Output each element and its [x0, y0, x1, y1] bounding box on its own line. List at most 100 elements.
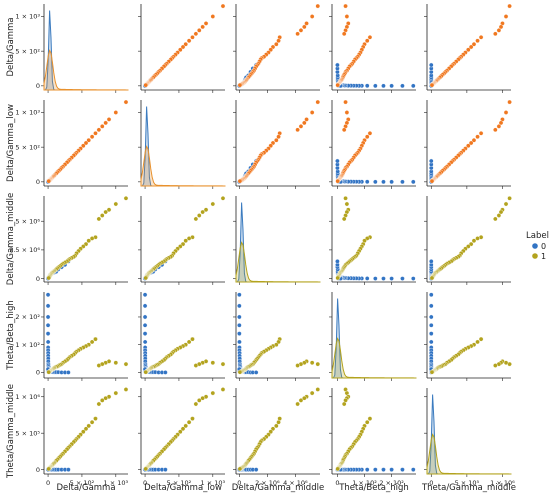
point-series-0 [364, 83, 370, 89]
point-series-1 [143, 369, 149, 375]
point-series-1 [96, 363, 102, 368]
panel-4-1: 0 5 × 10² 1 × 10³ [138, 387, 225, 487]
point-series-1 [364, 38, 370, 44]
panel-2-0: 0 2.5 × 10⁶ 5 × 10⁶ [9, 195, 129, 285]
kde-curve-0 [331, 298, 416, 379]
panel-0-0: 0 5 × 10² 1 × 10³ [15, 4, 129, 93]
panel-1-2 [233, 99, 321, 189]
point-series-1 [89, 339, 95, 345]
point-series-0 [428, 331, 434, 336]
y-tick-label: 5 × 10⁶ [15, 217, 40, 225]
point-series-0 [410, 467, 416, 472]
point-series-1 [93, 336, 98, 342]
point-series-1 [507, 195, 512, 201]
point-series-0 [237, 292, 242, 298]
point-series-1 [86, 238, 92, 244]
point-series-1 [190, 416, 195, 421]
panel-4-2: 0 2 × 10⁶ 4 × 10⁶ [233, 387, 321, 487]
point-series-0 [389, 467, 394, 472]
point-series-1 [103, 209, 108, 215]
y-tick-label: 0 [36, 178, 40, 186]
point-series-0 [410, 276, 416, 281]
x-tick-label: 2 × 10² [379, 479, 404, 487]
point-series-1 [186, 38, 192, 44]
panel-2-2 [233, 196, 321, 285]
point-series-1 [309, 14, 315, 19]
point-series-1 [503, 110, 509, 115]
point-series-0 [381, 179, 386, 185]
point-series-1 [210, 14, 216, 19]
point-series-1 [295, 363, 300, 368]
x-tick-label: 5 × 10² [167, 479, 192, 487]
point-series-1 [113, 360, 119, 366]
kde-curve-1 [331, 337, 417, 379]
legend-marker-0 [532, 243, 538, 249]
point-series-1 [493, 216, 498, 222]
point-series-1 [220, 361, 226, 367]
point-series-1 [183, 41, 189, 47]
point-series-1 [475, 38, 480, 44]
point-series-0 [400, 467, 405, 472]
point-series-1 [344, 14, 350, 19]
point-series-1 [341, 31, 347, 37]
point-series-1 [304, 21, 309, 26]
point-series-1 [344, 201, 350, 207]
point-series-0 [381, 467, 386, 472]
y-tick-label: 1 × 10⁶ [15, 393, 40, 401]
point-series-1 [367, 130, 373, 136]
point-series-0 [428, 62, 434, 68]
point-series-0 [163, 467, 168, 472]
point-series-1 [203, 207, 209, 213]
point-series-0 [428, 303, 434, 309]
point-series-1 [295, 127, 300, 133]
point-series-1 [103, 120, 108, 126]
y-tick-label: 5 × 10⁵ [15, 429, 40, 437]
point-series-1 [237, 369, 243, 375]
point-series-1 [96, 401, 102, 407]
point-series-0 [335, 62, 340, 68]
point-series-1 [364, 134, 370, 140]
y-tick-label: 5 × 10² [15, 143, 40, 151]
point-series-1 [237, 82, 243, 88]
panel-1-3 [329, 99, 416, 189]
point-series-1 [498, 24, 504, 30]
point-series-1 [298, 124, 304, 129]
point-series-1 [315, 99, 321, 105]
point-series-1 [86, 423, 92, 429]
point-series-1 [507, 3, 512, 9]
x-tick-label: 1 × 10² [352, 479, 377, 487]
point-series-1 [298, 398, 304, 403]
point-series-1 [143, 275, 149, 281]
point-series-1 [210, 201, 216, 207]
panel-4-3: 0 1 × 10² 2 × 10² [329, 387, 416, 487]
point-series-1 [498, 120, 504, 126]
y-axis-label-0: Delta/Gamma [6, 17, 16, 76]
y-tick-label: 0 [36, 466, 40, 474]
legend-label-1: 1 [541, 252, 546, 261]
point-series-1 [298, 28, 304, 33]
point-series-1 [113, 390, 119, 396]
point-series-1 [344, 110, 350, 115]
point-series-0 [381, 83, 386, 89]
point-series-0 [389, 179, 394, 185]
y-tick-label: 2.5 × 10⁶ [9, 246, 40, 254]
point-series-0 [66, 370, 71, 375]
point-series-0 [142, 331, 148, 336]
point-series-1 [89, 134, 95, 140]
point-series-1 [295, 31, 300, 37]
point-series-1 [478, 130, 484, 136]
point-series-1 [177, 429, 183, 435]
point-series-1 [274, 423, 279, 429]
point-series-0 [364, 467, 370, 472]
x-tick-label: 5 × 10⁵ [455, 479, 480, 487]
point-series-1 [220, 3, 226, 9]
point-series-1 [123, 99, 129, 105]
x-tick-label: 1 × 10⁶ [490, 479, 515, 487]
x-tick-label: 0 [429, 479, 433, 487]
legend: Label 0 1 [526, 231, 549, 261]
point-series-0 [45, 339, 51, 345]
point-series-1 [99, 213, 105, 218]
point-series-1 [493, 127, 498, 133]
point-series-1 [475, 339, 480, 345]
